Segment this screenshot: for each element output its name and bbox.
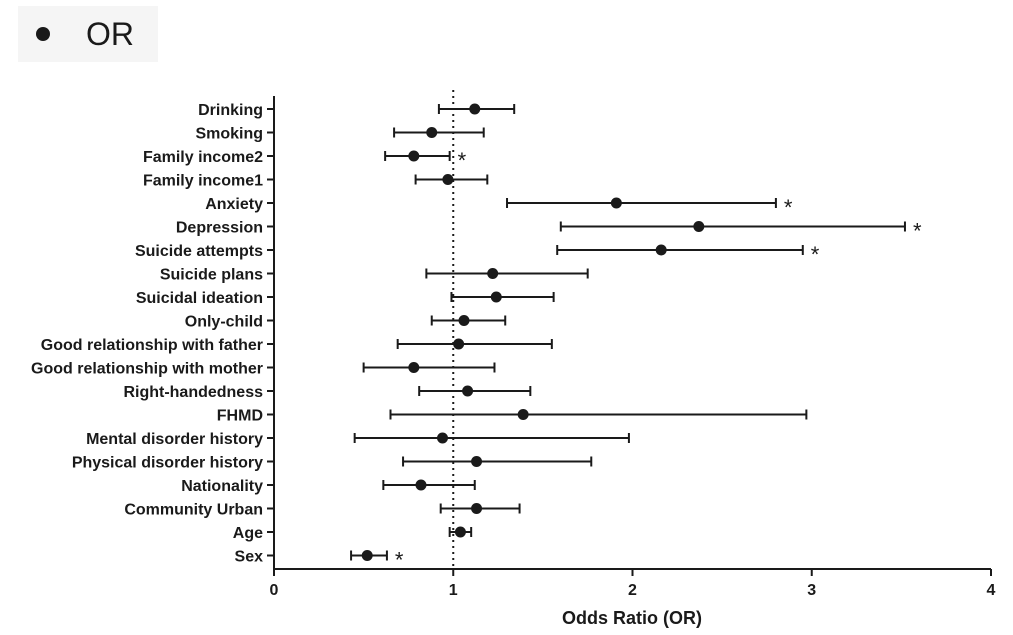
x-axis-title: Odds Ratio (OR) [562,608,702,628]
or-point [610,197,622,209]
row-label: Good relationship with father [41,337,263,354]
significance-star: * [784,195,793,220]
row-label: Drinking [198,102,263,119]
significance-star: * [458,148,467,173]
x-tick-label: 2 [628,582,637,599]
x-tick-label: 1 [449,582,458,599]
or-point [442,174,454,185]
legend-label: OR [86,16,134,52]
row-label: Sex [235,549,264,566]
row-label: Right-handedness [123,384,263,401]
significance-star: * [913,219,922,244]
or-point [458,315,470,326]
row-label: Only-child [185,314,263,331]
or-point [453,338,465,350]
row-label: Anxiety [205,196,263,213]
row-label: Age [233,525,263,542]
row-label: Suicidal ideation [136,290,263,307]
row-label: Community Urban [124,502,263,519]
x-tick-label: 3 [807,582,816,599]
x-tick-label: 0 [270,582,279,599]
or-point [655,244,667,256]
significance-star: * [395,548,404,573]
row-label: Good relationship with mother [31,361,263,378]
or-point [361,550,373,561]
or-point [490,291,502,303]
or-point [487,268,499,279]
significance-star: * [811,242,820,267]
or-point [471,503,483,514]
row-label: Family income2 [143,149,263,166]
row-label: FHMD [217,408,263,425]
or-point [436,432,448,444]
row-label: Physical disorder history [72,455,263,472]
or-point [462,385,474,397]
row-label: Depression [176,220,263,237]
or-point [408,362,420,373]
or-point [454,526,466,538]
or-point [517,409,529,420]
row-label: Family income1 [143,173,263,190]
or-point [408,150,420,162]
x-tick-label: 4 [987,582,996,599]
legend: OR [18,6,158,62]
or-point [426,127,438,138]
row-label: Suicide attempts [135,243,263,260]
or-point [471,456,483,467]
or-point [693,221,705,232]
row-label: Smoking [195,126,263,143]
or-point [415,479,427,491]
row-label: Mental disorder history [86,431,263,448]
legend-marker [36,27,50,41]
row-label: Suicide plans [160,267,263,284]
row-label: Nationality [181,478,263,495]
or-point [469,103,481,115]
